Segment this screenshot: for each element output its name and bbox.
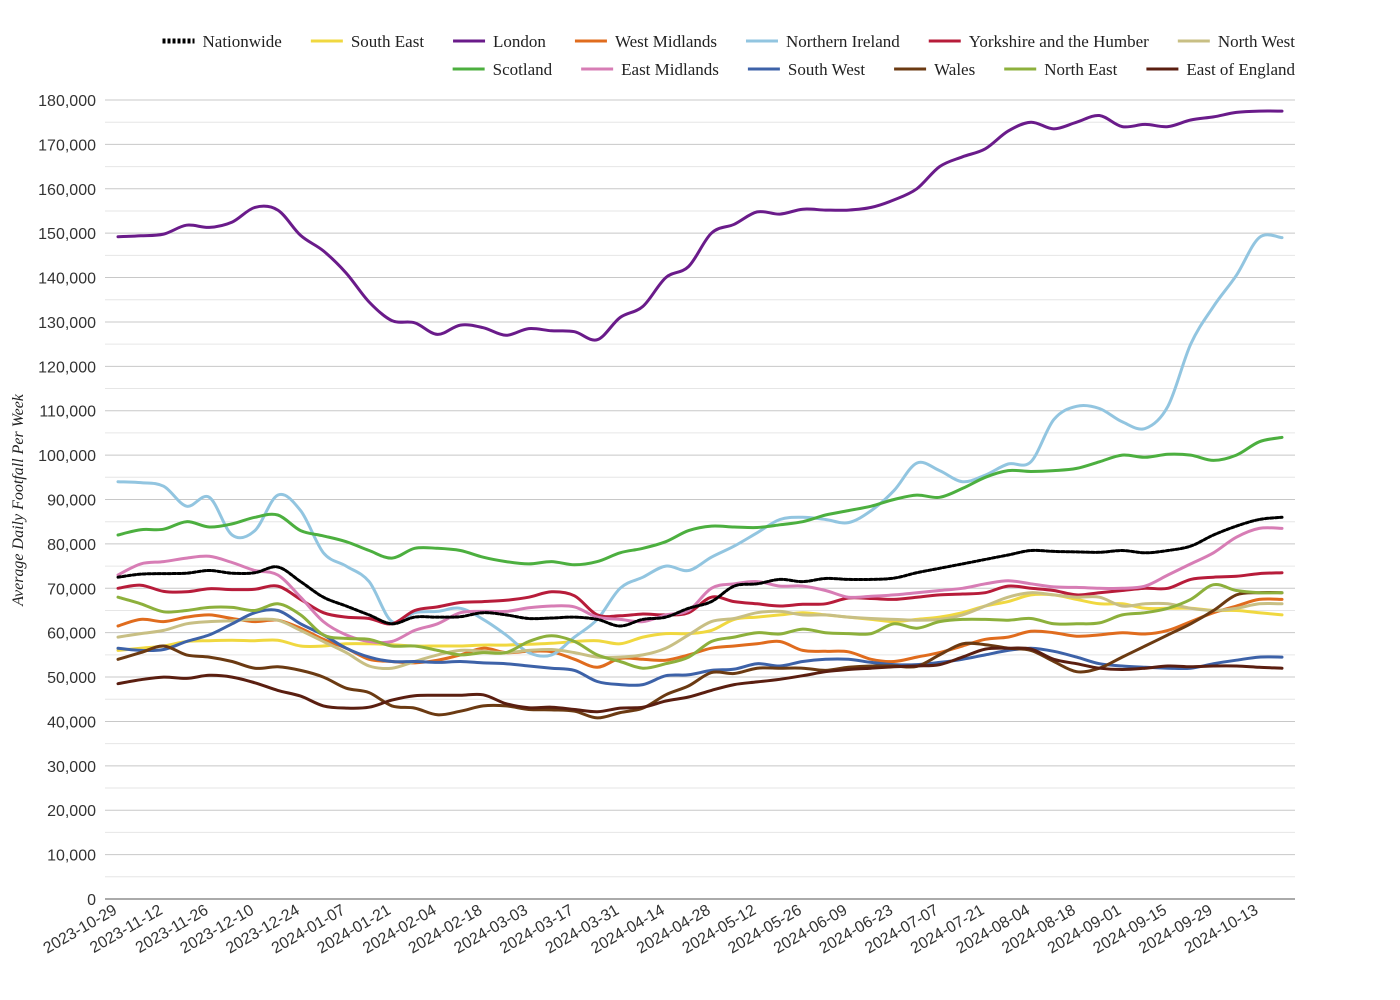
legend-label-northern-ireland: Northern Ireland: [786, 32, 900, 51]
legend-label-west-midlands: West Midlands: [615, 32, 717, 51]
y-tick-label: 60,000: [47, 626, 96, 643]
y-tick-label: 40,000: [47, 714, 96, 731]
series-line-scotland: [116, 435, 1284, 567]
legend-label-scotland: Scotland: [493, 60, 553, 79]
legend-label-london: London: [493, 32, 546, 51]
series-line-west-midlands: [116, 597, 1284, 669]
legend-label-south-west: South West: [788, 60, 865, 79]
series-line-north-east: [116, 582, 1284, 670]
series-line-east-of-england: [116, 646, 1284, 714]
legend: Nationwide South East London West Midlands N…: [162, 32, 1295, 79]
y-tick-label: 110,000: [39, 404, 96, 421]
y-tick-label: 170,000: [38, 137, 96, 154]
y-tick-label: 80,000: [47, 537, 96, 554]
y-tick-label: 150,000: [38, 226, 96, 243]
grid: [105, 99, 1295, 900]
y-tick-label: 130,000: [38, 315, 96, 332]
series-line-north-west: [116, 591, 1284, 671]
series-line-wales: [116, 591, 1284, 720]
legend-label-south-east: South East: [351, 32, 424, 51]
y-tick-label: 140,000: [38, 271, 96, 288]
series-line-london: [116, 109, 1284, 342]
y-tick-label: 10,000: [47, 848, 96, 865]
series-lines: [116, 109, 1284, 720]
y-tick-label: 70,000: [47, 581, 96, 598]
x-axis: 2023-10-292023-11-122023-11-262023-12-10…: [41, 902, 1262, 958]
legend-label-north-west: North West: [1218, 32, 1295, 51]
series-line-east-midlands: [116, 526, 1284, 645]
y-tick-label: 100,000: [38, 448, 96, 465]
series-line-south-west: [116, 608, 1284, 687]
series-line-nationwide: [116, 515, 1284, 628]
legend-label-east-of-england: East of England: [1186, 60, 1295, 79]
y-tick-label: 90,000: [47, 493, 96, 510]
y-tick-label: 0: [87, 892, 96, 909]
y-tick-label: 20,000: [47, 803, 96, 820]
series-line-south-east: [116, 592, 1284, 652]
y-axis: 0 10,000 20,000 30,000 40,000 50,000 60,000 70,…: [38, 93, 96, 909]
y-tick-label: 30,000: [47, 759, 96, 776]
y-tick-label: 180,000: [38, 93, 96, 110]
y-tick-label: 50,000: [47, 670, 96, 687]
y-tick-label: 160,000: [38, 182, 96, 199]
legend-label-north-east: North East: [1044, 60, 1117, 79]
y-tick-label: 120,000: [38, 359, 96, 376]
legend-label-yorkshire-and-the-humber: Yorkshire and the Humber: [969, 32, 1149, 51]
y-axis-label: Average Daily Footfall Per Week: [10, 393, 27, 607]
legend-label-east-midlands: East Midlands: [621, 60, 719, 79]
legend-label-wales: Wales: [934, 60, 975, 79]
legend-label-nationwide: Nationwide: [203, 32, 282, 51]
